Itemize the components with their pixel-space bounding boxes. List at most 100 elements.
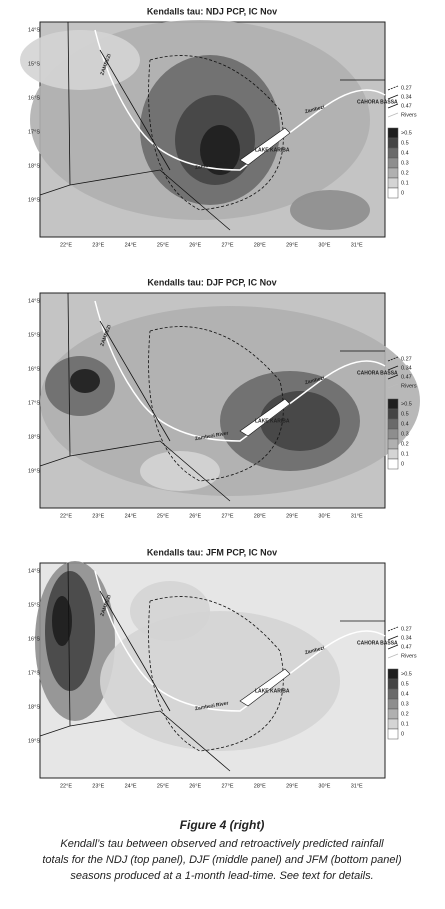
map-panel: Kendalls tau: JFM PCP, IC NovZAMBEZILAKE… — [28, 547, 417, 789]
legend-label: 0.27 — [401, 85, 412, 91]
legend-line — [387, 374, 399, 380]
scale-swatch — [387, 137, 399, 149]
scale-swatch — [387, 448, 399, 460]
panel-title: Kendalls tau: DJF PCP, IC Nov — [147, 277, 276, 287]
legend-line — [387, 103, 399, 109]
scale-label: 0.5 — [401, 681, 409, 687]
x-tick-label: 31°E — [351, 783, 363, 789]
place-label: Zambezi River — [195, 700, 229, 712]
scale-label: 0.3 — [401, 701, 409, 707]
x-tick-label: 24°E — [125, 242, 137, 248]
scale-swatch — [387, 728, 399, 740]
scale-label: 0.2 — [401, 711, 409, 717]
y-tick-label: 14°S — [28, 298, 40, 304]
scale-swatch — [387, 418, 399, 430]
legend-line — [387, 85, 399, 91]
place-label: Zambezi River — [195, 159, 229, 171]
scale-swatch — [387, 718, 399, 730]
panel-title: Kendalls tau: JFM PCP, IC Nov — [147, 547, 277, 557]
legend-label: 0.34 — [401, 365, 412, 371]
x-tick-label: 28°E — [254, 513, 266, 519]
tau-region — [100, 611, 340, 751]
scale-label: 0.1 — [401, 451, 409, 457]
x-tick-label: 22°E — [60, 783, 72, 789]
y-tick-label: 19°S — [28, 468, 40, 474]
scale-swatch — [387, 438, 399, 450]
place-label: LAKE KARIBA — [255, 147, 290, 153]
tau-region — [200, 125, 240, 175]
x-tick-label: 25°E — [157, 513, 169, 519]
y-tick-label: 16°S — [28, 95, 40, 101]
scale-swatch — [387, 668, 399, 680]
scale-swatch — [387, 408, 399, 420]
y-tick-label: 14°S — [28, 27, 40, 33]
x-tick-label: 23°E — [92, 513, 104, 519]
y-tick-label: 17°S — [28, 129, 40, 135]
x-tick-label: 23°E — [92, 783, 104, 789]
legend-line — [387, 653, 399, 659]
x-tick-label: 28°E — [254, 242, 266, 248]
scale-swatch — [387, 187, 399, 199]
scale-swatch — [387, 147, 399, 159]
y-tick-label: 17°S — [28, 400, 40, 406]
border — [39, 21, 385, 231]
legend-line — [387, 356, 399, 362]
legend-line — [387, 383, 399, 389]
scale-label: >0.5 — [401, 401, 412, 407]
tau-region — [140, 451, 220, 491]
scale-label: 0.3 — [401, 431, 409, 437]
place-label: Zambezi — [304, 375, 325, 386]
legend-label: Rivers — [401, 653, 417, 659]
place-label: CAHORA BASSA — [357, 99, 398, 105]
scale-label: 0.5 — [401, 140, 409, 146]
legend-line — [387, 94, 399, 100]
y-tick-label: 15°S — [28, 61, 40, 67]
y-tick-label: 16°S — [28, 366, 40, 372]
x-tick-label: 30°E — [318, 783, 330, 789]
scale-swatch — [387, 127, 399, 139]
scale-label: 0 — [401, 731, 404, 737]
scale-label: 0 — [401, 190, 404, 196]
y-tick-label: 18°S — [28, 163, 40, 169]
x-tick-label: 28°E — [254, 783, 266, 789]
legend-line — [387, 644, 399, 650]
legend-line — [387, 112, 399, 118]
caption-title: Figure 4 (right) — [180, 818, 265, 832]
x-tick-label: 30°E — [318, 513, 330, 519]
x-tick-label: 24°E — [125, 783, 137, 789]
y-tick-label: 19°S — [28, 197, 40, 203]
x-tick-label: 31°E — [351, 513, 363, 519]
scale-label: 0.4 — [401, 691, 409, 697]
legend-line — [387, 626, 399, 632]
scale-label: 0.1 — [401, 180, 409, 186]
legend-label: 0.27 — [401, 356, 412, 362]
legend-label: 0.34 — [401, 94, 412, 100]
legend-line — [387, 635, 399, 641]
lake — [239, 127, 291, 166]
caption-line: seasons produced at a 1-month lead-time.… — [70, 870, 373, 882]
y-tick-label: 18°S — [28, 704, 40, 710]
lake — [239, 398, 291, 437]
legend-label: 0.47 — [401, 103, 412, 109]
x-tick-label: 27°E — [222, 783, 234, 789]
place-label: CAHORA BASSA — [357, 370, 398, 376]
x-tick-label: 31°E — [351, 242, 363, 248]
x-tick-label: 26°E — [189, 242, 201, 248]
panel-title: Kendalls tau: NDJ PCP, IC Nov — [147, 6, 277, 16]
legend-label: Rivers — [401, 112, 417, 118]
tau-region — [290, 190, 370, 230]
scale-label: 0.2 — [401, 441, 409, 447]
scale-swatch — [387, 157, 399, 169]
tau-region — [20, 30, 140, 90]
contour — [148, 326, 284, 482]
legend-label: 0.47 — [401, 374, 412, 380]
y-tick-label: 15°S — [28, 332, 40, 338]
y-tick-label: 19°S — [28, 738, 40, 744]
tau-region — [130, 581, 210, 641]
y-tick-label: 16°S — [28, 636, 40, 642]
scale-swatch — [387, 458, 399, 470]
x-tick-label: 22°E — [60, 242, 72, 248]
scale-label: 0.4 — [401, 150, 409, 156]
river — [94, 29, 386, 171]
